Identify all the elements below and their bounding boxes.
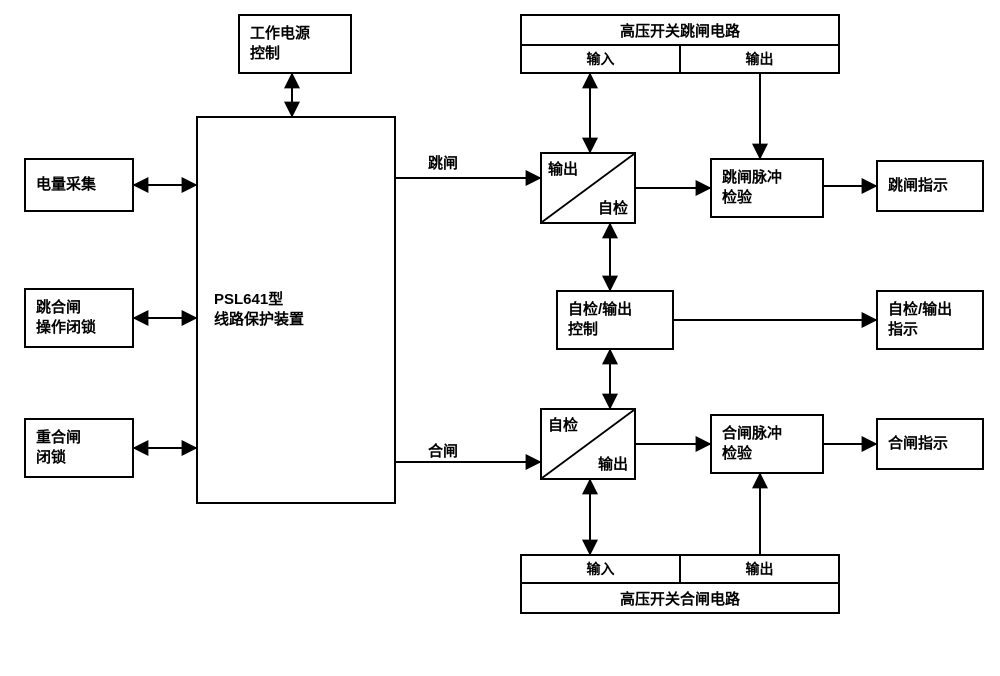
circuit-title: 高压开关跳闸电路 xyxy=(522,16,838,46)
label: 控制 xyxy=(568,320,662,340)
split-bottom-label: 自检 xyxy=(598,197,628,218)
split-top-label: 自检 xyxy=(548,414,578,435)
close-indicator-box: 合闸指示 xyxy=(876,418,984,470)
io-input: 输入 xyxy=(522,46,679,72)
label: 合闸脉冲 xyxy=(722,424,812,444)
trip-indicator-box: 跳闸指示 xyxy=(876,160,984,212)
reclose-lock-box: 重合闸 闭锁 xyxy=(24,418,134,478)
power-ctrl-box: 工作电源 控制 xyxy=(238,14,352,74)
label: 跳闸脉冲 xyxy=(722,168,812,188)
label: 自检/输出 xyxy=(888,300,972,320)
label: 闭锁 xyxy=(36,448,122,468)
hv-trip-circuit-box: 高压开关跳闸电路 输入 输出 xyxy=(520,14,840,74)
io-input: 输入 xyxy=(522,556,679,582)
label: 线路保护装置 xyxy=(214,310,384,330)
selftest-output-ctrl-box: 自检/输出 控制 xyxy=(556,290,674,350)
io-output: 输出 xyxy=(679,46,838,72)
label: 工作电源 xyxy=(250,24,340,44)
label: 电量采集 xyxy=(36,175,122,195)
output-selftest-split-top: 输出 自检 xyxy=(540,152,636,224)
main-device-box: PSL641型 线路保护装置 xyxy=(196,116,396,504)
label: 跳合闸 xyxy=(36,298,122,318)
io-output: 输出 xyxy=(679,556,838,582)
label: 合闸指示 xyxy=(888,434,972,454)
label: 检验 xyxy=(722,444,812,464)
circuit-title: 高压开关合闸电路 xyxy=(522,582,838,612)
close-edge-label: 合闸 xyxy=(428,440,458,461)
io-row: 输入 输出 xyxy=(522,556,838,582)
trip-pulse-check-box: 跳闸脉冲 检验 xyxy=(710,158,824,218)
selftest-output-indicator-box: 自检/输出 指示 xyxy=(876,290,984,350)
label: 指示 xyxy=(888,320,972,340)
trip-edge-label: 跳闸 xyxy=(428,152,458,173)
label: 检验 xyxy=(722,188,812,208)
output-selftest-split-bottom: 自检 输出 xyxy=(540,408,636,480)
trip-close-lock-box: 跳合闸 操作闭锁 xyxy=(24,288,134,348)
split-bottom-label: 输出 xyxy=(598,453,628,474)
label: 重合闸 xyxy=(36,428,122,448)
hv-close-circuit-box: 高压开关合闸电路 输入 输出 xyxy=(520,554,840,614)
label: 操作闭锁 xyxy=(36,318,122,338)
label: 跳闸指示 xyxy=(888,176,972,196)
label: PSL641型 xyxy=(214,290,384,310)
close-pulse-check-box: 合闸脉冲 检验 xyxy=(710,414,824,474)
label: 自检/输出 xyxy=(568,300,662,320)
arrows-layer xyxy=(0,0,1000,676)
label: 控制 xyxy=(250,44,340,64)
io-row: 输入 输出 xyxy=(522,46,838,72)
elec-collect-box: 电量采集 xyxy=(24,158,134,212)
split-top-label: 输出 xyxy=(548,158,578,179)
